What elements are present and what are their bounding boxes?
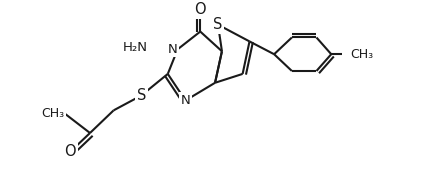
Text: O: O <box>65 144 76 159</box>
Text: N: N <box>181 94 191 107</box>
Text: CH₃: CH₃ <box>41 107 65 120</box>
Text: O: O <box>194 2 206 17</box>
Text: H₂N: H₂N <box>123 41 148 54</box>
Text: S: S <box>136 88 146 103</box>
Text: CH₃: CH₃ <box>350 48 373 61</box>
Text: N: N <box>168 43 177 56</box>
Text: S: S <box>213 17 223 32</box>
